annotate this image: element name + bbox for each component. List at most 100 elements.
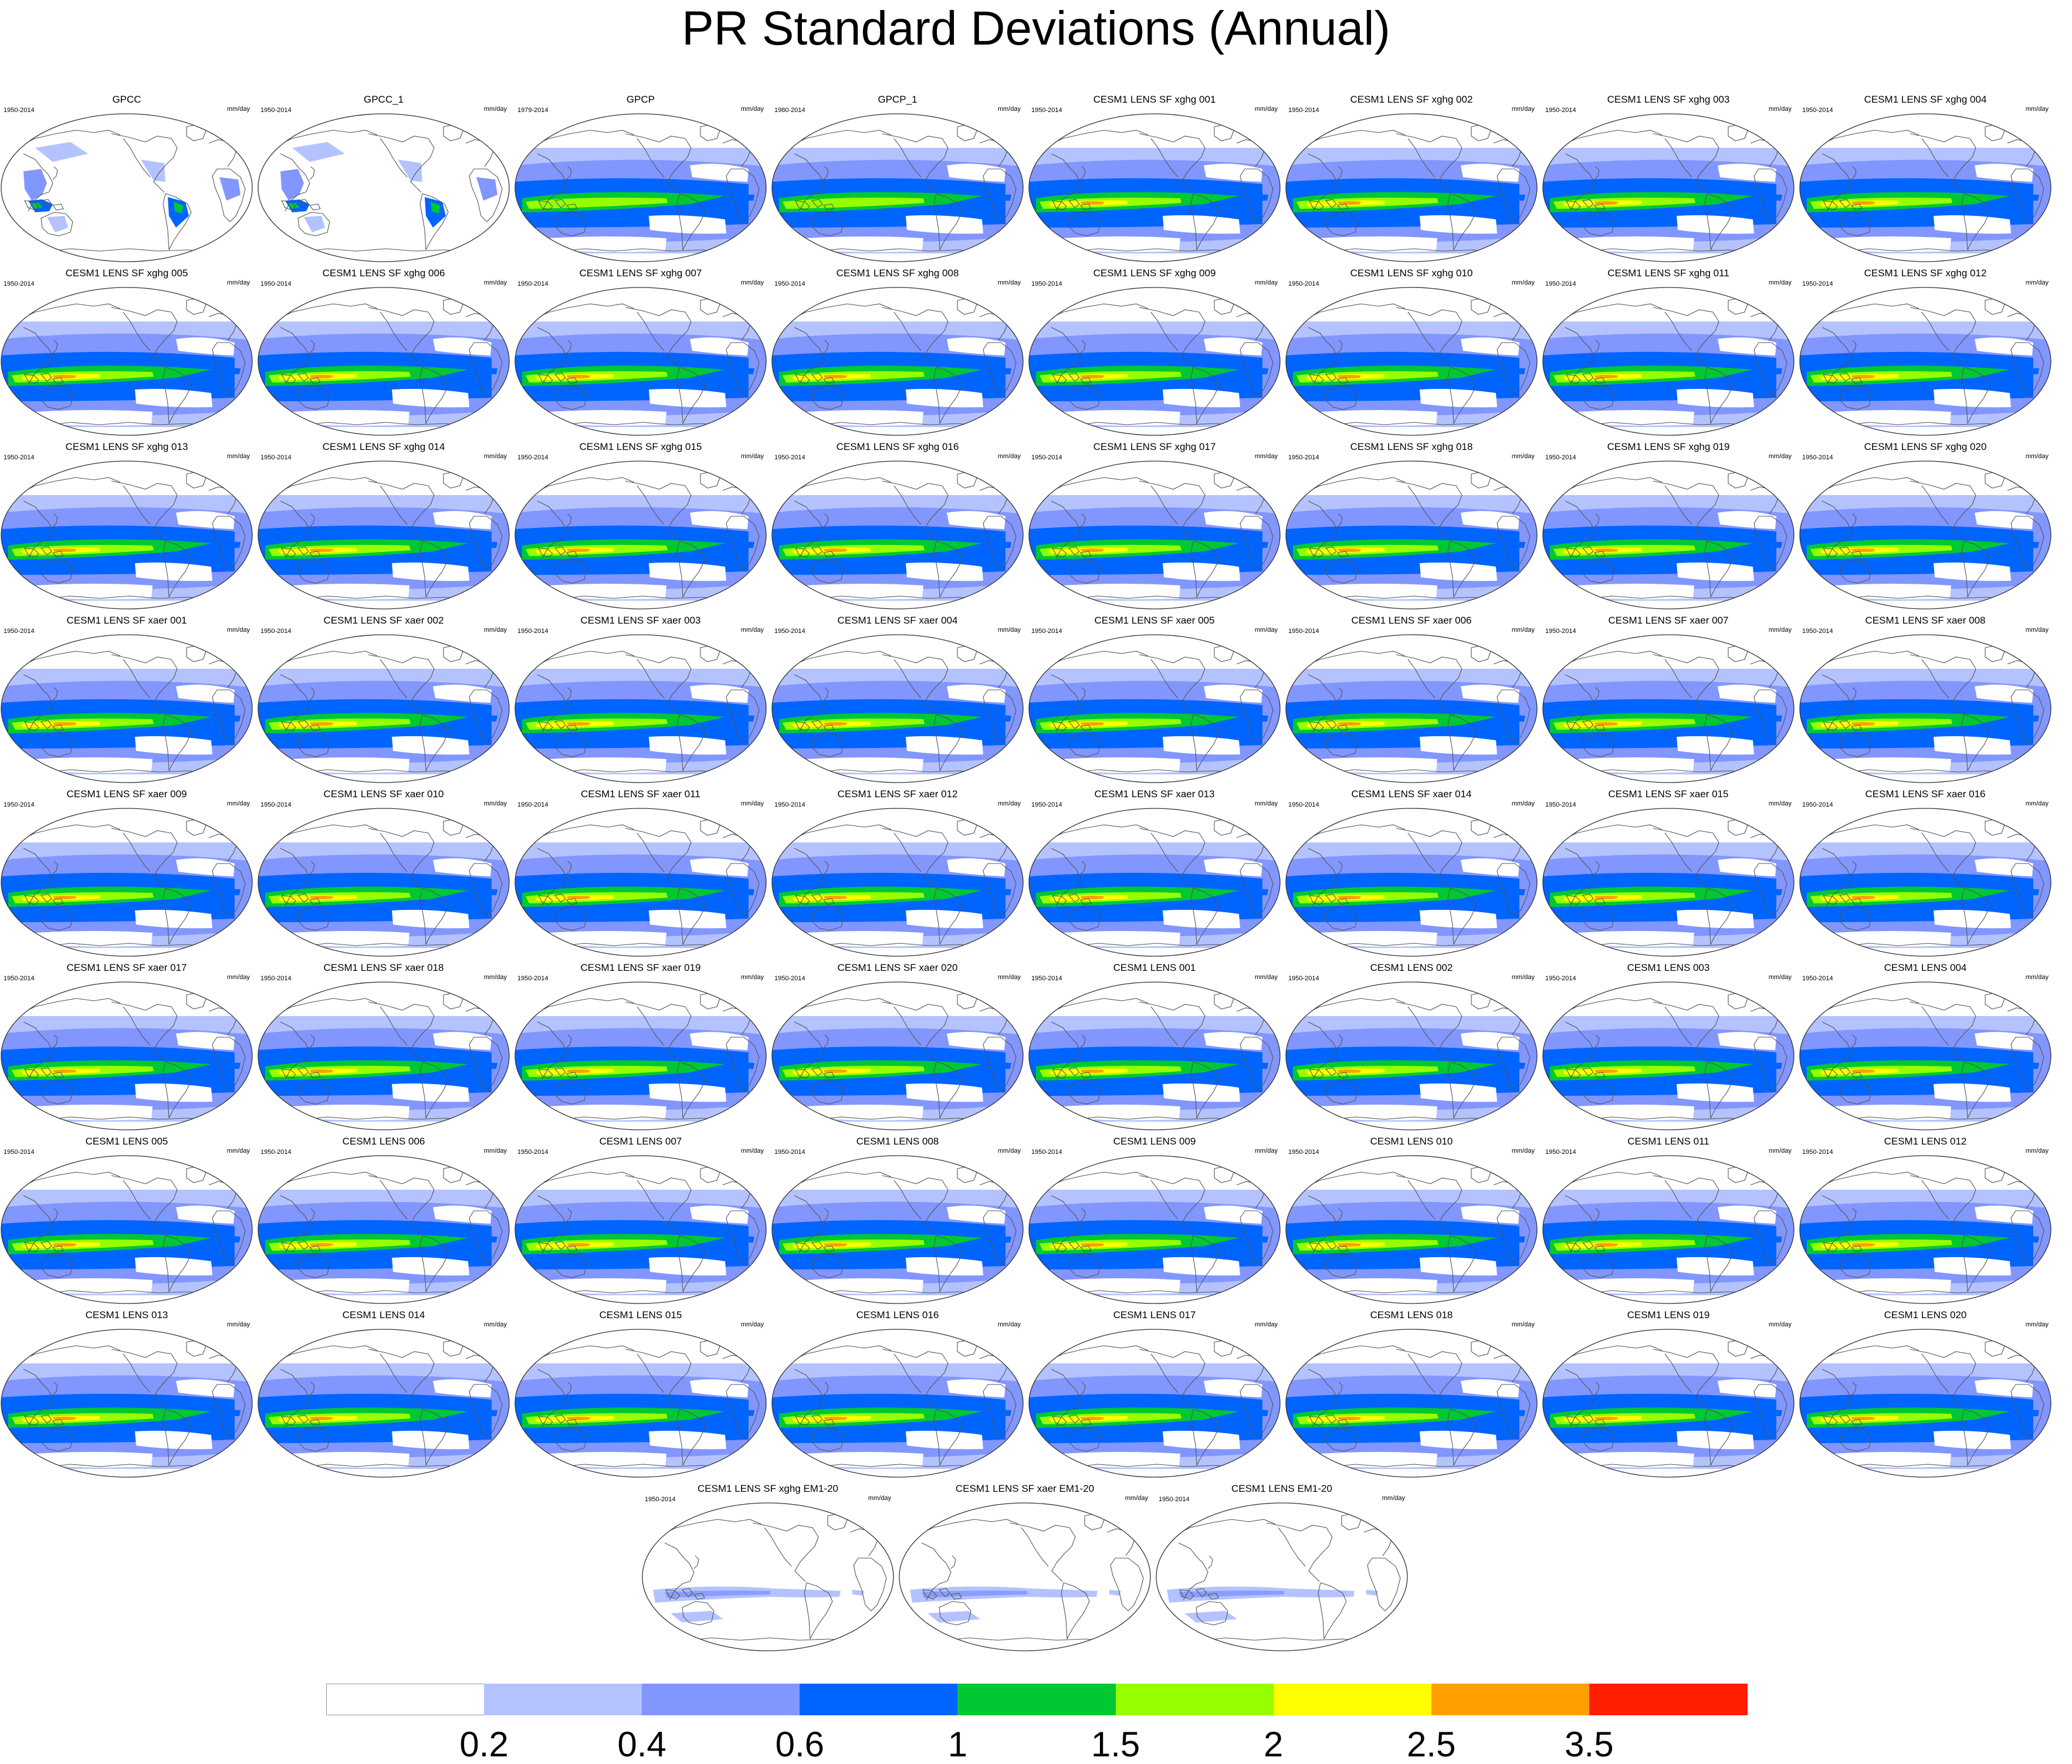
panel-units: mm/day [1254, 627, 1278, 634]
world-map [1156, 1502, 1408, 1651]
panel-units: mm/day [1254, 974, 1278, 981]
panel-title: CESM1 LENS 001 [1113, 962, 1196, 973]
panel-units: mm/day [1511, 974, 1535, 981]
panel-title: CESM1 LENS 006 [342, 1136, 425, 1147]
panel-years: 1950-2014 [4, 801, 35, 808]
panel-title: CESM1 LENS SF xaer 001 [66, 615, 187, 626]
world-map [1285, 113, 1538, 262]
panel-units: mm/day [1254, 800, 1278, 807]
panel-title: CESM1 LENS SF xaer 018 [323, 962, 444, 973]
panel-years: 1950-2014 [1802, 454, 1833, 461]
figure-title: PR Standard Deviations (Annual) [682, 2, 1390, 55]
panel-years: 1950-2014 [1545, 107, 1576, 114]
world-map [1028, 1329, 1281, 1478]
world-map [1, 1155, 253, 1304]
panel-years: 1950-2014 [1031, 628, 1062, 635]
world-map [1799, 1155, 2051, 1304]
world-map [514, 1329, 767, 1478]
map-panel: CESM1 LENS SF xghg 001 1950-2014 mm/day [1027, 94, 1282, 264]
world-map [899, 1502, 1151, 1651]
world-map [1542, 461, 1795, 610]
map-panel: GPCP 1979-2014 mm/day [513, 94, 768, 264]
panel-years: 1950-2014 [4, 280, 35, 287]
panel-units: mm/day [1768, 1321, 1792, 1328]
map-panel: CESM1 LENS SF xghg 005 1950-2014 mm/day [0, 268, 255, 438]
map-panel: CESM1 LENS SF xghg 007 1950-2014 mm/day [513, 268, 768, 438]
panel-title: CESM1 LENS SF xaer 010 [323, 788, 444, 800]
world-map [1799, 1329, 2051, 1478]
map-panel: CESM1 LENS 015 mm/day [513, 1309, 768, 1479]
panel-years: 1950-2014 [774, 801, 805, 808]
panel-years: 1950-2014 [260, 628, 292, 635]
panel-title: CESM1 LENS SF xghg 007 [579, 268, 702, 279]
world-map [1, 461, 253, 610]
world-map [1799, 461, 2051, 610]
panel-title: CESM1 LENS SF xghg 012 [1864, 268, 1987, 279]
world-map [1028, 1155, 1281, 1304]
panel-units: mm/day [483, 453, 507, 460]
map-panel: CESM1 LENS 001 1950-2014 mm/day [1027, 962, 1282, 1132]
panel-years: 1950-2014 [260, 107, 292, 114]
panel-years: 1950-2014 [1545, 628, 1576, 635]
panel-units: mm/day [740, 1147, 764, 1154]
map-panel: CESM1 LENS SF xaer 006 1950-2014 mm/day [1284, 615, 1539, 785]
panel-years: 1950-2014 [1802, 975, 1833, 982]
world-map [1285, 808, 1538, 957]
world-map [1542, 287, 1795, 436]
colorbar-label: 2 [1263, 1725, 1284, 1764]
panel-units: mm/day [1768, 974, 1792, 981]
map-panel: CESM1 LENS SF xghg 008 1950-2014 mm/day [770, 268, 1025, 438]
map-panel: CESM1 LENS 020 mm/day [1797, 1309, 2053, 1479]
panel-units: mm/day [226, 453, 250, 460]
panel-years: 1950-2014 [4, 1149, 35, 1156]
map-panel: CESM1 LENS SF xghg EM1-20 1950-2014 mm/day [640, 1483, 896, 1653]
world-map [1, 113, 253, 262]
panel-title: CESM1 LENS SF xghg 003 [1607, 94, 1730, 105]
world-map [1542, 1155, 1795, 1304]
map-panel: CESM1 LENS SF xaer 014 1950-2014 mm/day [1284, 788, 1539, 959]
map-panel: GPCC_1 1950-2014 mm/day [256, 94, 512, 264]
panel-units: mm/day [226, 106, 250, 113]
map-panel: CESM1 LENS 011 1950-2014 mm/day [1541, 1136, 1796, 1306]
panel-title: CESM1 LENS 008 [856, 1136, 939, 1147]
panel-units: mm/day [483, 1321, 507, 1328]
panel-title: CESM1 LENS 019 [1627, 1309, 1710, 1321]
world-map [771, 981, 1024, 1130]
panel-title: CESM1 LENS SF xaer 007 [1608, 615, 1729, 626]
panel-title: CESM1 LENS 012 [1884, 1136, 1967, 1147]
panel-years: 1950-2014 [1288, 280, 1319, 287]
panel-units: mm/day [997, 279, 1021, 286]
map-panel: CESM1 LENS 010 1950-2014 mm/day [1284, 1136, 1539, 1306]
map-panel: CESM1 LENS 007 1950-2014 mm/day [513, 1136, 768, 1306]
world-map [1799, 808, 2051, 957]
world-map [514, 113, 767, 262]
world-map [258, 287, 510, 436]
panel-years: 1950-2014 [517, 801, 549, 808]
panel-units: mm/day [997, 1321, 1021, 1328]
panel-years: 1950-2014 [4, 975, 35, 982]
map-panel: CESM1 LENS 018 mm/day [1284, 1309, 1539, 1479]
panel-years: 1950-2014 [774, 280, 805, 287]
map-panel: CESM1 LENS SF xghg 004 1950-2014 mm/day [1797, 94, 2053, 264]
world-map [1028, 113, 1281, 262]
colorbar-swatch [957, 1684, 1116, 1715]
panel-years: 1950-2014 [4, 454, 35, 461]
map-panel: CESM1 LENS SF xaer 003 1950-2014 mm/day [513, 615, 768, 785]
panel-units: mm/day [1382, 1495, 1405, 1502]
map-panel: CESM1 LENS 005 1950-2014 mm/day [0, 1136, 255, 1306]
panel-units: mm/day [997, 800, 1021, 807]
map-panel: CESM1 LENS SF xghg 016 1950-2014 mm/day [770, 441, 1025, 611]
map-panel: CESM1 LENS 003 1950-2014 mm/day [1541, 962, 1796, 1132]
panel-title: CESM1 LENS SF xghg 005 [65, 268, 188, 279]
panel-title: CESM1 LENS 015 [599, 1309, 682, 1321]
world-map [1028, 808, 1281, 957]
map-panel: CESM1 LENS SF xaer 013 1950-2014 mm/day [1027, 788, 1282, 959]
panel-units: mm/day [1768, 627, 1792, 634]
panel-units: mm/day [2025, 1321, 2049, 1328]
panel-units: mm/day [1768, 453, 1792, 460]
panel-title: CESM1 LENS 007 [599, 1136, 682, 1147]
panel-title: CESM1 LENS SF xaer 011 [581, 788, 700, 800]
map-panel: CESM1 LENS SF xghg 018 1950-2014 mm/day [1284, 441, 1539, 611]
panel-units: mm/day [1511, 1147, 1535, 1154]
panel-years: 1950-2014 [1802, 280, 1833, 287]
